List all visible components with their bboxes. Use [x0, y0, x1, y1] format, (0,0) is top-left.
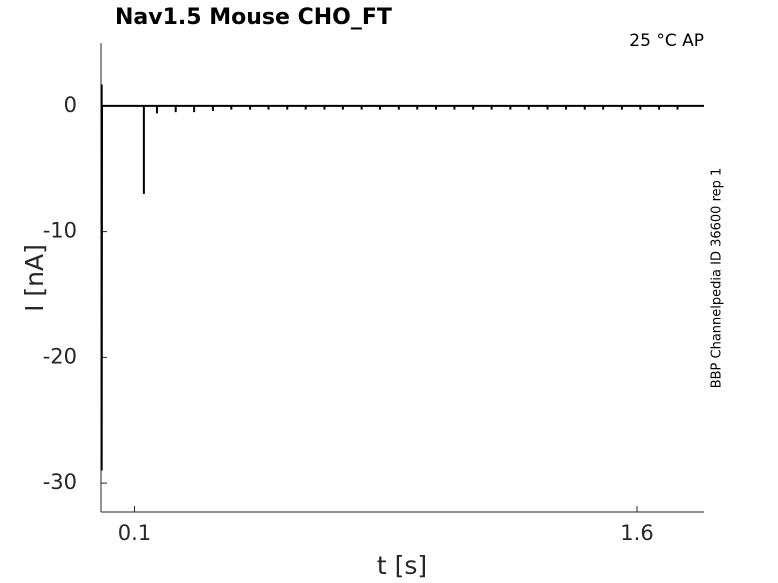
y-axis-label: I [nA] [20, 244, 49, 312]
x-tick-label: 1.6 [620, 521, 653, 545]
x-axis-label: t [s] [377, 551, 427, 580]
y-tick-label: 0 [64, 93, 77, 117]
chart-title: Nav1.5 Mouse CHO_FT [115, 5, 392, 30]
x-tick-label: 0.1 [118, 521, 151, 545]
y-tick-label: -30 [43, 470, 77, 494]
side-note: BBP Channelpedia ID 36600 rep 1 [710, 168, 725, 389]
y-tick-label: -10 [43, 219, 77, 243]
y-tick-label: -20 [43, 344, 77, 368]
current-trace [100, 84, 704, 471]
annotation: 25 °C AP [629, 31, 704, 51]
